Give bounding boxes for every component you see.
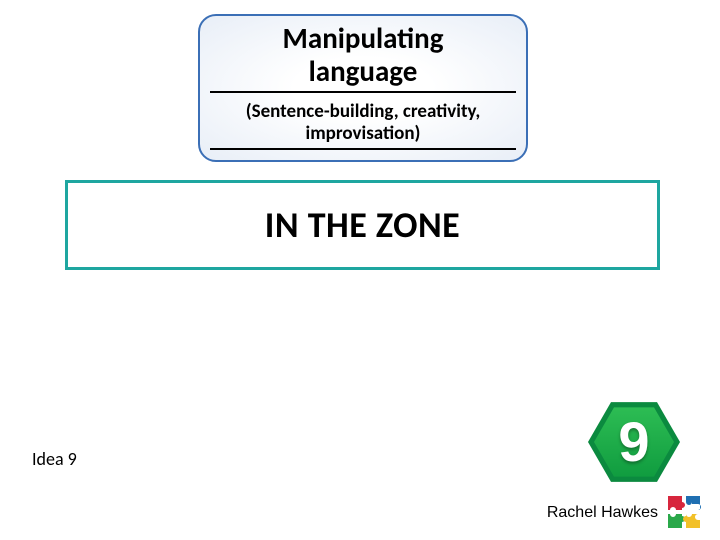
header-subtitle-line2: improvisation) [306, 122, 421, 145]
puzzle-tr [686, 496, 701, 510]
zone-box: IN THE ZONE [65, 180, 660, 270]
puzzle-bl [668, 514, 685, 528]
header-title-line2: language [309, 53, 418, 89]
puzzle-br [683, 514, 700, 528]
idea-label: Idea 9 [32, 448, 77, 470]
hexagon-badge: 9 [588, 396, 680, 488]
header-subtitle: (Sentence-building, creativity, improvis… [210, 101, 516, 151]
header-title: Manipulating language [210, 22, 516, 93]
header-subtitle-line1: (Sentence-building, creativity, [246, 100, 481, 123]
header-box: Manipulating language (Sentence-building… [198, 14, 528, 162]
puzzle-tl [668, 496, 685, 510]
puzzle-icon [666, 494, 702, 530]
hex-number: 9 [618, 414, 649, 470]
zone-text: IN THE ZONE [265, 203, 460, 247]
author-name: Rachel Hawkes [547, 504, 658, 522]
header-title-line1: Manipulating [283, 20, 444, 56]
